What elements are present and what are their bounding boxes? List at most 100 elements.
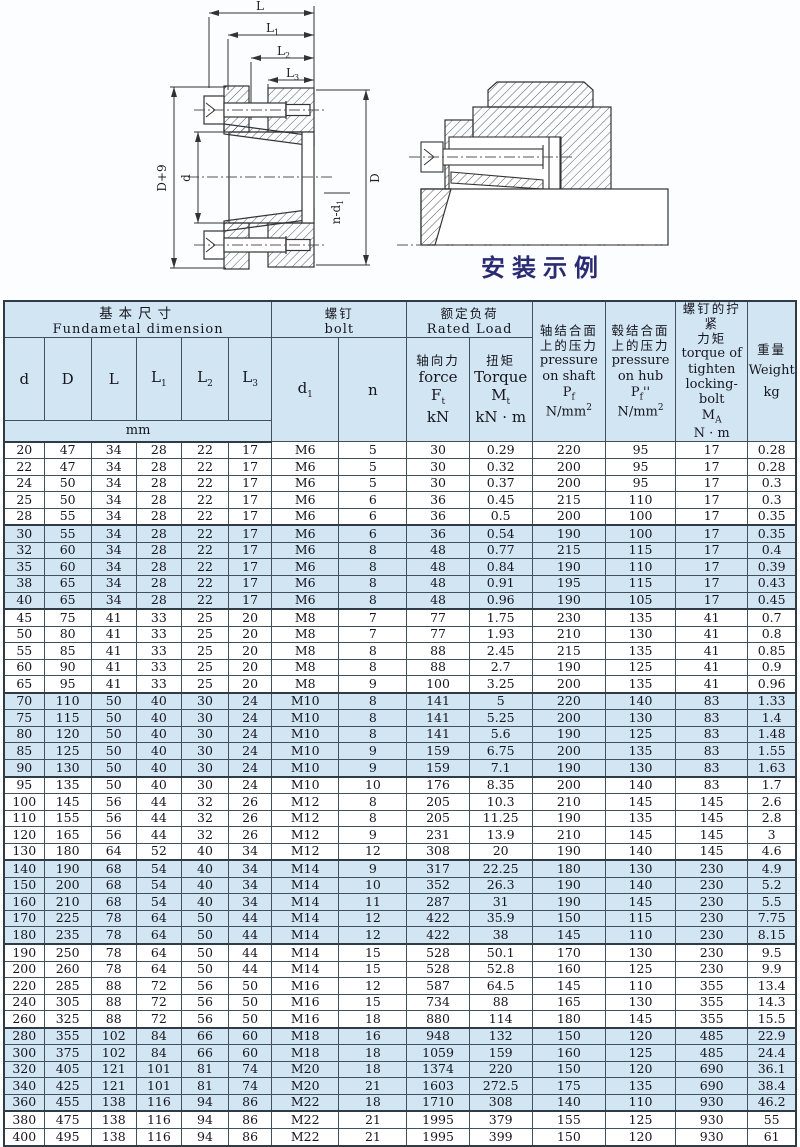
table-cell: 66 — [180, 1026, 230, 1046]
table-cell: 2.8 — [747, 809, 797, 828]
table-cell: 115 — [43, 709, 92, 727]
table-cell: 28 — [135, 558, 182, 576]
table-cell: 130 — [604, 859, 677, 878]
table-cell: 95 — [3, 775, 45, 795]
table-cell: 48 — [406, 574, 470, 593]
table-cell: 55 — [747, 1110, 797, 1130]
table-cell: 115 — [604, 909, 677, 928]
table-row: 120 165 56 44 32 26 M12 9 231 13.9 210 145 145 3 — [3, 826, 797, 844]
table-cell: 24 — [228, 691, 273, 711]
table-cell: 17 — [228, 474, 273, 493]
table-cell: M8 — [271, 675, 340, 694]
table-row: 75 115 50 40 30 24 M10 8 141 5.25 200 130 83 1.4 — [3, 709, 797, 727]
table-cell: 30 — [180, 758, 230, 778]
table-cell: 115 — [604, 541, 677, 560]
table-cell: 26 — [228, 826, 273, 844]
table-cell: 24 — [3, 474, 45, 493]
table-cell: 7.75 — [747, 909, 797, 928]
table-row: 190 250 78 64 50 44 M14 15 528 50.1 170 130 230 9.5 — [3, 942, 797, 962]
table-cell: 40 — [180, 893, 230, 911]
table-cell: 88 — [90, 977, 137, 995]
table-cell: 35.9 — [468, 909, 533, 928]
table-cell: 88 — [468, 993, 533, 1012]
table-cell: 3 — [747, 826, 797, 844]
shaft — [420, 188, 669, 246]
table-cell: 280 — [3, 1026, 45, 1046]
table-cell: 18 — [338, 1010, 408, 1029]
table-cell: 17 — [228, 524, 273, 543]
table-cell: 150 — [3, 876, 45, 895]
table-cell: 83 — [675, 691, 749, 711]
table-cell: 200 — [531, 742, 606, 760]
table-cell: 220 — [3, 977, 45, 995]
table-cell: 5.5 — [747, 893, 797, 911]
table-cell: 8 — [338, 793, 408, 811]
table-cell: 41 — [675, 608, 749, 627]
table-cell: 34 — [90, 541, 137, 560]
table-cell: 70 — [3, 691, 45, 711]
table-cell: 8 — [338, 574, 408, 593]
table-cell: 30 — [180, 775, 230, 795]
table-cell: 5 — [338, 458, 408, 476]
table-cell: 120 — [604, 1026, 677, 1046]
table-cell: 60 — [3, 658, 45, 677]
table-cell: 68 — [90, 876, 137, 895]
table-cell: 17 — [675, 474, 749, 493]
table-cell: 190 — [531, 591, 606, 610]
col-n: n — [338, 336, 408, 443]
table-cell: M22 — [271, 1110, 340, 1130]
table-cell: 190 — [43, 859, 92, 878]
table-cell: 13.9 — [468, 826, 533, 844]
table-cell: 1374 — [406, 1060, 470, 1079]
table-cell: 125 — [604, 658, 677, 677]
table-cell: 138 — [90, 1093, 137, 1112]
table-cell: 94 — [180, 1093, 230, 1112]
table-cell: 4.6 — [747, 842, 797, 861]
table-row: 380 475 138 116 94 86 M22 21 1995 379 155 125 930 55 — [3, 1110, 797, 1130]
table-cell: 140 — [531, 1093, 606, 1112]
table-cell: 55 — [43, 524, 92, 543]
table-cell: 130 — [3, 842, 45, 861]
table-cell: 155 — [43, 809, 92, 828]
table-cell: 22 — [180, 591, 230, 610]
table-cell: 34 — [90, 474, 137, 493]
table-cell: 78 — [90, 942, 137, 962]
table-cell: 24 — [228, 725, 273, 744]
table-cell: 60 — [43, 558, 92, 576]
table-cell: 230 — [675, 960, 749, 979]
table-cell: 26 — [228, 809, 273, 828]
table-row: 95 135 50 40 30 24 M10 10 176 8.35 200 140 83 1.7 — [3, 775, 797, 795]
table-cell: 6.75 — [468, 742, 533, 760]
table-cell: 308 — [406, 842, 470, 861]
table-cell: 21 — [338, 1110, 408, 1130]
col-L: L — [90, 337, 137, 421]
table-cell: 34 — [228, 876, 273, 895]
table-cell: 83 — [675, 725, 749, 744]
table-cell: 40 — [135, 709, 182, 727]
table-cell: 17 — [228, 507, 273, 526]
table-cell: 6 — [338, 524, 408, 543]
table-cell: M14 — [271, 859, 340, 878]
table-cell: 880 — [406, 1010, 470, 1029]
table-cell: 130 — [604, 758, 677, 778]
table-row: 200 260 78 64 50 44 M14 15 528 52.8 160 125 230 9.9 — [3, 960, 797, 979]
table-cell: 50 — [3, 625, 45, 644]
table-cell: 110 — [3, 809, 45, 828]
table-cell: 140 — [604, 775, 677, 795]
table-cell: 0.4 — [747, 541, 797, 560]
table-cell: 38 — [3, 574, 45, 593]
table-cell: 40 — [135, 775, 182, 795]
table-cell: 64 — [135, 926, 182, 945]
table-cell: 50 — [90, 742, 137, 760]
table-cell: 83 — [675, 709, 749, 727]
table-cell: 60 — [43, 541, 92, 560]
table-cell: 200 — [531, 458, 606, 476]
table-cell: M16 — [271, 977, 340, 995]
table-cell: 33 — [135, 608, 182, 627]
table-cell: 360 — [3, 1093, 45, 1112]
table-row: 340 425 121 101 81 74 M20 21 1603 272.5 175 135 690 3… — [3, 1077, 797, 1095]
table-cell: 36.1 — [747, 1060, 797, 1079]
table-cell: 130 — [604, 993, 677, 1012]
table-cell: 90 — [3, 758, 45, 778]
table-cell: M12 — [271, 826, 340, 844]
